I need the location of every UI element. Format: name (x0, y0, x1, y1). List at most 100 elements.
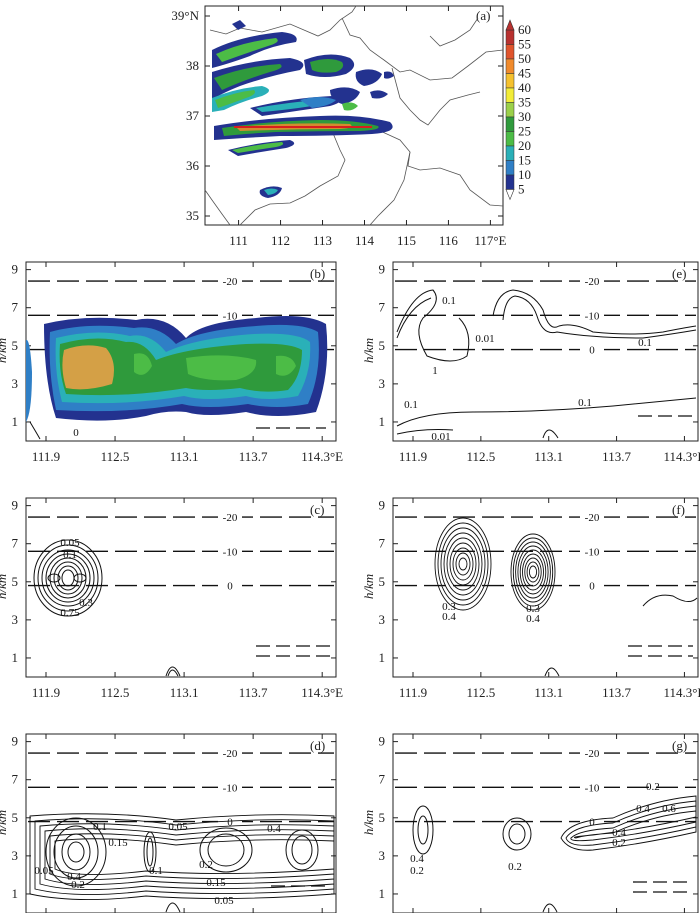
y-axis-label: h/km (0, 810, 9, 835)
panel-frame (392, 733, 699, 913)
contour-line (54, 838, 335, 875)
panel-frame (25, 733, 337, 913)
panel-e: (e) 1 3 5 7 9 h/km 111.9 112.5 113.1 113.7 114.3°E -… (361, 261, 700, 464)
colorbar-label: 55 (518, 37, 531, 52)
contour-label: 0.1 (578, 397, 592, 409)
isotherm-label-bg (580, 814, 604, 829)
x-tick-label: 114.3°E (663, 685, 700, 700)
contour-line (528, 565, 538, 579)
contour-line (542, 429, 559, 439)
isotherm-label-bg (580, 578, 604, 593)
y-tick-label: 5 (379, 574, 386, 589)
colorbar-label: 50 (518, 51, 531, 66)
contour-line (45, 553, 91, 603)
y-tick-label: 3 (379, 848, 386, 863)
contour-line (207, 833, 245, 867)
panel-frame (392, 261, 699, 442)
panel-label: (b) (310, 266, 325, 281)
x-tick-label: 113.7 (239, 685, 268, 700)
contour-line (167, 669, 179, 677)
contour-label: 0.4 (636, 803, 650, 815)
x-tick-label: 111 (229, 233, 248, 248)
isotherm-label-bg (218, 274, 242, 289)
contour-line (446, 537, 480, 591)
colorbar-swatch (505, 131, 515, 147)
contour-line (515, 541, 551, 603)
x-tick-label: 114 (355, 233, 375, 248)
contour-line (396, 297, 432, 339)
contour-line (517, 545, 549, 599)
contour-line (455, 552, 471, 576)
contour-line (41, 549, 95, 607)
contour-label: 0.75 (60, 607, 80, 619)
isotherm-label-bg (218, 746, 242, 761)
panel-c: (c) 1 3 5 7 9 h/km 111.9 112.5 113.1 113.7 114.3°E -… (0, 497, 343, 700)
contour-label: 0.3 (442, 601, 456, 613)
colorbar-swatch (505, 58, 515, 74)
contour-label: 0.1 (63, 549, 77, 561)
contour-line (143, 831, 157, 873)
contour-line (417, 815, 429, 845)
contour-label: 0.15 (206, 877, 226, 889)
y-axis-label: h/km (0, 574, 9, 599)
colorbar-swatch (505, 44, 515, 60)
contour-line (570, 805, 697, 842)
y-tick-label: 36 (186, 158, 200, 173)
panel-b: (b) 1 3 5 7 9 h/km 111.9 112.5 113.1 113.7 114.3°E -… (0, 261, 343, 464)
y-tick-label: 1 (379, 886, 386, 901)
isotherm-label-bg (580, 308, 604, 323)
x-tick-label: 113 (313, 233, 332, 248)
colorbar-swatch (505, 102, 515, 118)
panel-g: (g)13579h/km111.9112.5113.1113.7114.3°E-… (361, 733, 699, 913)
reflectivity-area (59, 338, 302, 396)
contour-line (524, 557, 542, 587)
contour-line (291, 835, 313, 865)
x-tick-label: 112.5 (101, 449, 130, 464)
reflectivity-area (186, 355, 257, 381)
panel-label: (e) (672, 266, 686, 281)
contour-line (519, 549, 547, 595)
y-tick-label: 3 (12, 848, 19, 863)
contour-label: 0.4 (410, 853, 424, 865)
y-tick-label: 3 (12, 612, 19, 627)
contour-line (285, 829, 319, 871)
contour-label: 0.4 (67, 871, 81, 883)
contour-label: 0.1 (149, 865, 163, 877)
contour-line (544, 667, 560, 677)
panel-a-ticks: 111 112 113 114 115 116 117°E 39°N 38 37 36 35 (171, 6, 507, 248)
contour-label: 0.4 (612, 827, 626, 839)
y-tick-label: 5 (12, 574, 19, 589)
y-tick-label: 9 (12, 734, 19, 749)
x-tick-label: 113.1 (534, 449, 563, 464)
isotherm-label: -20 (223, 276, 238, 288)
contour-label: 0.4 (526, 613, 540, 625)
y-tick-label: 35 (186, 208, 199, 223)
contour-line (29, 421, 41, 440)
contour-label: 0.05 (214, 895, 234, 907)
contour-line (452, 547, 474, 581)
contour-label: 0.1 (404, 399, 418, 411)
contour-label: 0.15 (108, 837, 128, 849)
y-tick-label: 1 (12, 414, 19, 429)
panel-a: (a) (171, 5, 531, 248)
x-tick-label: 113.7 (602, 685, 631, 700)
contour-line (434, 517, 492, 611)
isotherm-label-bg (218, 814, 242, 829)
isotherm-label-bg (218, 510, 242, 525)
reflectivity-area (276, 355, 296, 376)
colorbar-swatch (505, 87, 515, 103)
y-tick-label: 3 (12, 376, 19, 391)
contour-line (510, 533, 556, 611)
isotherm-label: 0 (227, 581, 233, 593)
x-tick-label: 117°E (474, 233, 506, 248)
isotherm-label-bg (580, 342, 604, 357)
colorbar-label: 60 (518, 22, 531, 37)
contour-label: 0.2 (410, 865, 424, 877)
colorbar-swatch (505, 116, 515, 132)
y-axis-label: h/km (0, 338, 9, 363)
colorbar-swatch (505, 29, 515, 45)
panel-label: (c) (310, 502, 324, 517)
contour-line (560, 795, 697, 851)
contour-line (642, 594, 698, 607)
contour-line (45, 817, 107, 887)
